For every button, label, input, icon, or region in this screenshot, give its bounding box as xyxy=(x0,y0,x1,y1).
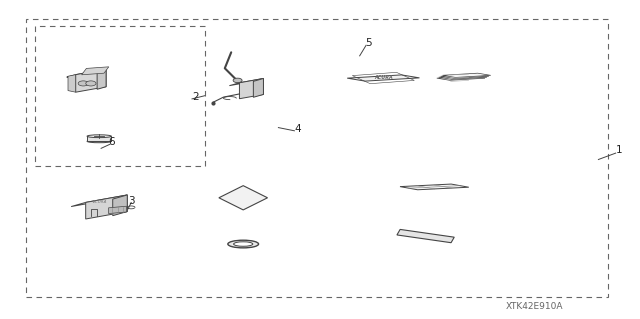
Polygon shape xyxy=(86,195,127,219)
Polygon shape xyxy=(87,136,111,141)
Ellipse shape xyxy=(228,240,259,248)
Circle shape xyxy=(233,78,242,83)
Text: ACURA: ACURA xyxy=(92,200,106,204)
Polygon shape xyxy=(82,67,109,75)
Polygon shape xyxy=(219,186,268,210)
Text: XTK42E910A: XTK42E910A xyxy=(506,302,563,311)
Ellipse shape xyxy=(234,242,253,246)
Polygon shape xyxy=(71,195,127,207)
Polygon shape xyxy=(97,69,106,89)
Text: 6: 6 xyxy=(109,137,115,147)
Text: 4: 4 xyxy=(294,124,301,134)
Polygon shape xyxy=(400,184,468,190)
Ellipse shape xyxy=(87,135,111,137)
Polygon shape xyxy=(109,206,127,214)
Polygon shape xyxy=(440,74,489,78)
Polygon shape xyxy=(253,78,264,97)
Polygon shape xyxy=(439,75,487,79)
Polygon shape xyxy=(239,78,264,99)
Ellipse shape xyxy=(87,140,111,143)
Polygon shape xyxy=(67,69,106,77)
Text: ACURA: ACURA xyxy=(374,75,393,79)
Polygon shape xyxy=(443,73,491,78)
Text: 1: 1 xyxy=(616,145,623,155)
Polygon shape xyxy=(347,75,419,81)
Polygon shape xyxy=(397,229,454,243)
Text: 2: 2 xyxy=(192,92,198,102)
Polygon shape xyxy=(76,69,106,92)
Polygon shape xyxy=(229,78,264,86)
Circle shape xyxy=(78,81,88,86)
Polygon shape xyxy=(68,75,76,92)
Text: 3: 3 xyxy=(128,196,134,206)
Polygon shape xyxy=(113,195,127,216)
Text: 5: 5 xyxy=(365,38,371,48)
Polygon shape xyxy=(437,76,485,80)
Circle shape xyxy=(86,81,96,86)
